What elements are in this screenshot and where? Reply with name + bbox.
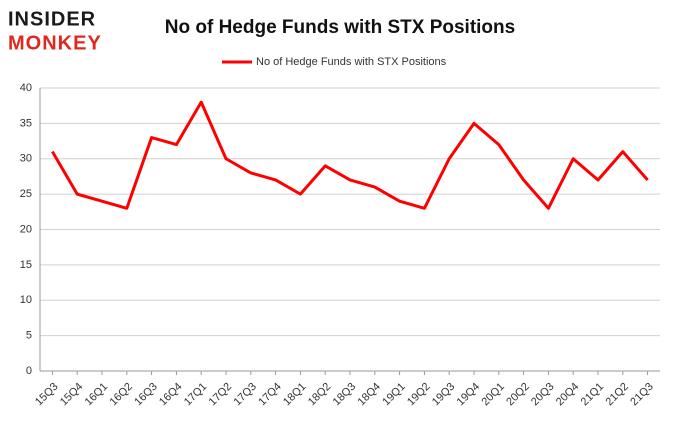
legend-label: No of Hedge Funds with STX Positions (256, 56, 447, 68)
y-tick-label: 35 (20, 117, 32, 129)
y-tick-label: 0 (26, 365, 32, 377)
y-tick-label: 30 (20, 153, 32, 165)
y-tick-label: 5 (26, 330, 32, 342)
y-tick-label: 25 (20, 188, 32, 200)
data-line (51, 100, 649, 210)
y-tick-label: 15 (20, 259, 32, 271)
logo-line2: MONKEY (8, 32, 102, 54)
y-tick-label: 10 (20, 294, 32, 306)
y-tick-label: 20 (20, 223, 32, 235)
y-tick-label: 40 (20, 82, 32, 94)
chart-title: No of Hedge Funds with STX Positions (165, 17, 515, 38)
logo-line1: INSIDER (8, 8, 96, 30)
